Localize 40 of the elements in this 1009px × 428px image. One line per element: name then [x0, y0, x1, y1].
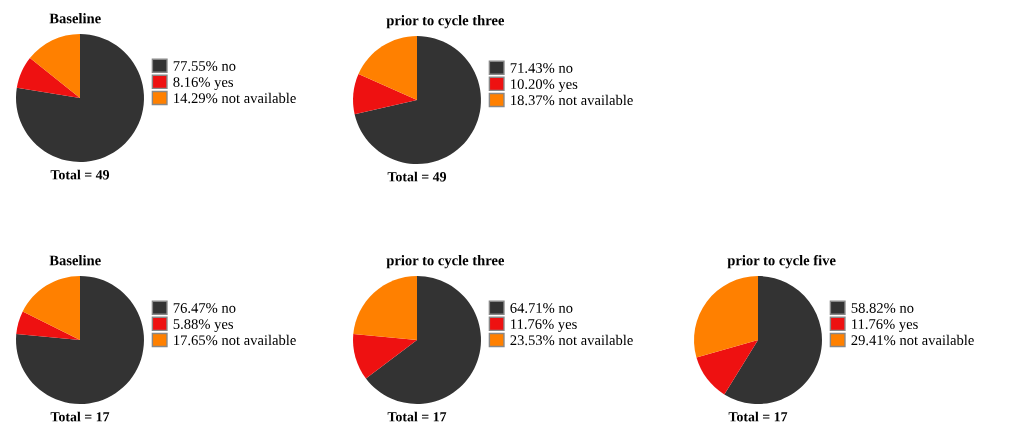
- legend-label: 64.71% no: [510, 303, 573, 313]
- legend-label: 11.76% yes: [511, 319, 577, 332]
- pie-slice: [724, 276, 822, 404]
- pie-slice: [16, 34, 144, 162]
- legend-label: 11.76% yes: [852, 319, 918, 332]
- legend-label: 17.65% not available: [174, 334, 296, 346]
- pie-slice: [16, 58, 80, 98]
- legend-label: 8.16% yes: [173, 77, 234, 90]
- legend-label: 77.55% no: [173, 61, 236, 71]
- pie-slice: [694, 276, 758, 358]
- legend-label: 5.88% yes: [173, 319, 234, 332]
- pie-slice: [16, 276, 144, 404]
- text: Total = 49: [387, 171, 447, 182]
- legend-label: 58.82% no: [851, 303, 914, 313]
- legend-label: 71.43% no: [510, 63, 573, 73]
- legend-label: 18.37% not available: [511, 94, 633, 106]
- legend-label: 14.29% not available: [174, 92, 296, 104]
- pie-slice: [353, 334, 417, 379]
- pie-slice: [354, 36, 481, 164]
- text: Total = 17: [387, 411, 447, 422]
- pie-slice: [365, 276, 481, 404]
- text: Total = 17: [50, 411, 110, 422]
- legend-label: 76.47% no: [173, 303, 236, 313]
- pie-slice: [358, 36, 417, 100]
- pie-slice: [696, 340, 758, 395]
- chart-title: Baseline: [49, 255, 101, 266]
- pie-slice: [29, 34, 80, 98]
- legend-label: 23.53% not available: [510, 334, 633, 346]
- pie-slice: [16, 311, 80, 340]
- chart-title: Baseline: [49, 13, 101, 24]
- legend-label: 29.41% not available: [851, 334, 974, 346]
- text: Total = 49: [50, 169, 110, 180]
- legend-label: 10.20% yes: [511, 79, 578, 92]
- text: Total = 17: [728, 411, 788, 422]
- pie-slice: [22, 276, 80, 340]
- pie-slice: [353, 74, 417, 115]
- chart-title: prior to cycle five: [727, 254, 836, 269]
- pie-slice: [353, 276, 417, 340]
- chart-title: prior to cycle three: [386, 255, 505, 269]
- chart-title: prior to cycle three: [386, 15, 505, 29]
